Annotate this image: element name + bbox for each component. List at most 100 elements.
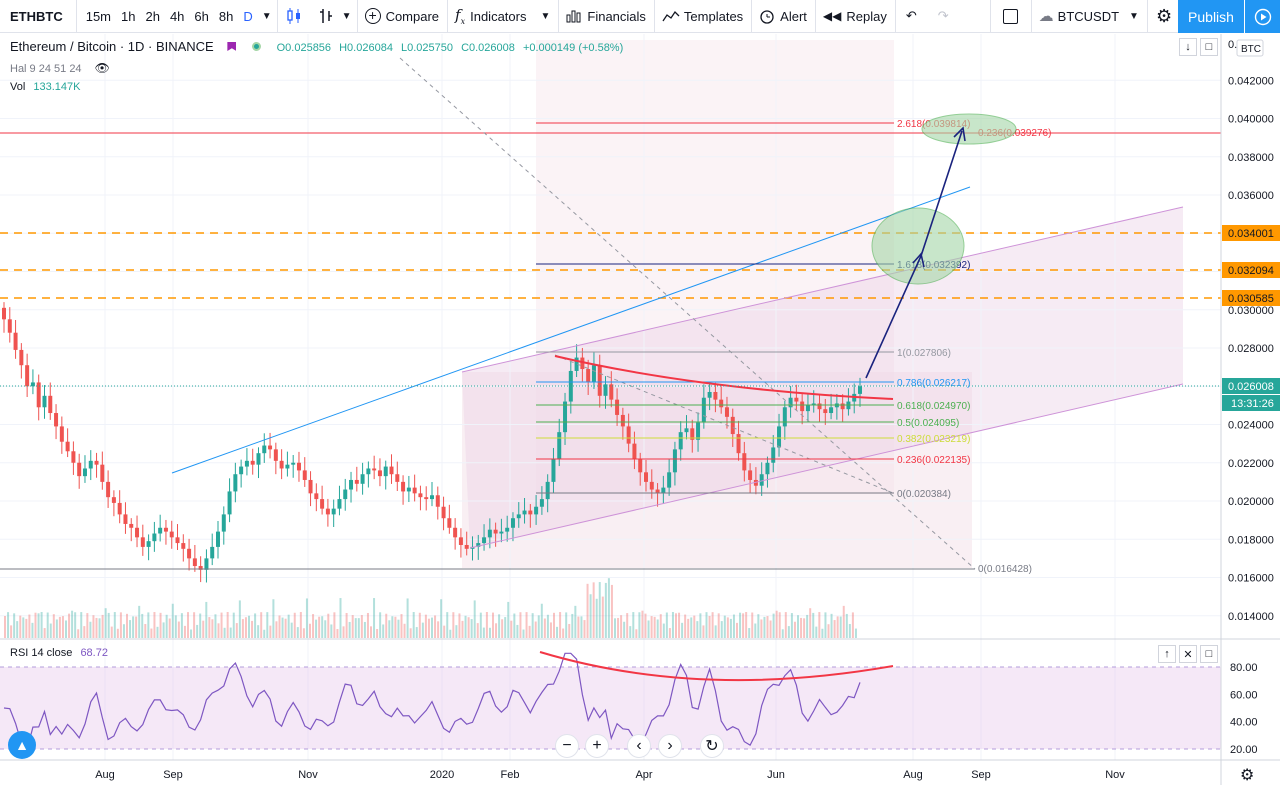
financials-button[interactable]: Financials [559,0,654,33]
candle-body [667,472,672,488]
chevron-down-icon[interactable]: ▼ [341,10,352,22]
undo-button[interactable]: ↶ [896,0,928,33]
volume-bar [537,615,540,638]
volume-bar [98,618,101,638]
maximize-rsi-button[interactable]: □ [1200,645,1218,663]
square-icon [1002,8,1018,24]
volume-bar [763,616,766,638]
axis-settings-button[interactable]: ⚙ [1240,765,1254,785]
alert-button[interactable]: Alert [752,0,815,33]
volume-bar [492,612,494,638]
chart-type-button[interactable] [278,0,311,33]
interval-1h-button[interactable]: 1h [121,8,136,24]
candle-body [54,413,59,427]
interval-2h-button[interactable]: 2h [145,8,160,24]
redo-button[interactable]: ↷ [928,0,960,33]
chevron-down-icon[interactable]: ▼ [540,10,551,22]
fib-level-label: 0.786(0.026217) [897,378,970,389]
time-tick-label: Feb [501,769,520,781]
compare-symbol-selector[interactable]: ☁ BTCUSDT ▼ [1038,8,1139,25]
candle-body [48,395,53,414]
replay-button[interactable]: ◀◀ Replay [822,8,887,24]
maximize-pane-button[interactable]: □ [1200,38,1218,56]
symbol-search-button[interactable]: ETHBTC [10,8,63,24]
volume-bar [174,615,177,638]
volume-bar [586,583,589,638]
move-up-button[interactable]: ↑ [1158,645,1176,663]
volume-bar [254,613,257,638]
volume-bar [348,621,351,638]
interval-d-button[interactable]: D [243,8,253,24]
settings-button[interactable]: ⚙ [1148,0,1181,33]
eye-off-icon[interactable]: 👁 [94,61,110,75]
channel-lower-line [469,383,1184,549]
interval-4h-button[interactable]: 4h [169,8,185,24]
scroll-left-button[interactable]: ‹ [627,734,651,758]
volume-bar [324,620,327,638]
volume-bar [793,621,796,638]
candle-body [30,382,35,387]
chevron-down-icon[interactable]: ▼ [261,10,272,22]
reset-chart-button[interactable]: ↻ [700,734,724,758]
countdown-tag-label: 13:31:26 [1231,398,1274,410]
scroll-right-button[interactable]: › [658,734,682,758]
volume-bar [52,614,55,638]
zoom-out-button[interactable]: − [555,734,579,758]
candle-body [256,453,261,465]
fib-level-label: 0.236(0.039276) [978,128,1051,139]
candle-body [163,527,168,532]
volume-bar [629,626,632,638]
candle-body [580,357,585,370]
volume-bar [214,614,217,638]
zoom-in-button[interactable]: + [585,734,609,758]
price-tick-label: 0.020000 [1228,496,1274,508]
bar-style-button[interactable]: ▼ [311,0,357,33]
volume-bar [739,612,742,638]
volume-bar [220,612,223,638]
volume-bar [632,612,635,638]
price-tick-label: 0.042000 [1228,75,1274,87]
compare-button[interactable]: + Compare [358,0,447,33]
interval-15m-button[interactable]: 15m [85,8,112,24]
collapse-pane-button[interactable]: ↓ [1179,38,1197,56]
publish-button[interactable]: Publish [1178,0,1244,33]
symbol-title[interactable]: Ethereum / Bitcoin · 1D · BINANCE [10,39,214,54]
volume-bar [141,613,144,638]
tradingview-logo[interactable]: ▲ [8,731,36,759]
indicators-button[interactable]: fx Indicators ▼ [455,6,551,26]
candle-body [632,443,637,459]
volume-bar [177,621,180,638]
price-chart[interactable]: 2.618(0.039814)1.618(0.032392)1(0.027806… [0,34,1280,785]
candle-body [765,462,770,475]
rsi-tick-label: 60.00 [1230,689,1258,701]
interval-6h-button[interactable]: 6h [194,8,209,24]
close-pane-button[interactable]: ✕ [1179,645,1197,663]
volume-bar [275,621,278,638]
volume-bar [607,578,610,638]
interval-8h-button[interactable]: 8h [218,8,234,24]
volume-bar [248,615,250,638]
volume-bar [305,598,308,638]
volume-bar [732,614,735,638]
price-tick-label: 0.028000 [1228,343,1274,355]
diagonal-dashed-line [554,354,894,494]
volume-bar [778,612,781,638]
favorite-icon[interactable] [227,42,237,51]
candle-body [250,460,255,465]
templates-button[interactable]: Templates [655,0,751,33]
chevron-down-icon[interactable]: ▼ [1129,10,1139,22]
volume-bar [251,620,254,638]
volume-bar [589,594,592,638]
fib-level-label: 0.236(0.022135) [897,455,970,466]
volume-bar [431,617,433,638]
candlesticks [2,302,862,583]
right-panel-toggle[interactable] [1244,0,1280,33]
price-tick-label: 0.036000 [1228,190,1274,202]
volume-bar [656,619,659,638]
volume-bar [598,582,601,638]
volume-bar [476,623,479,638]
rounding-arc [554,355,894,400]
volume-bar [479,612,482,638]
fullscreen-selection-button[interactable] [991,0,1031,33]
volume-bar [702,625,705,638]
